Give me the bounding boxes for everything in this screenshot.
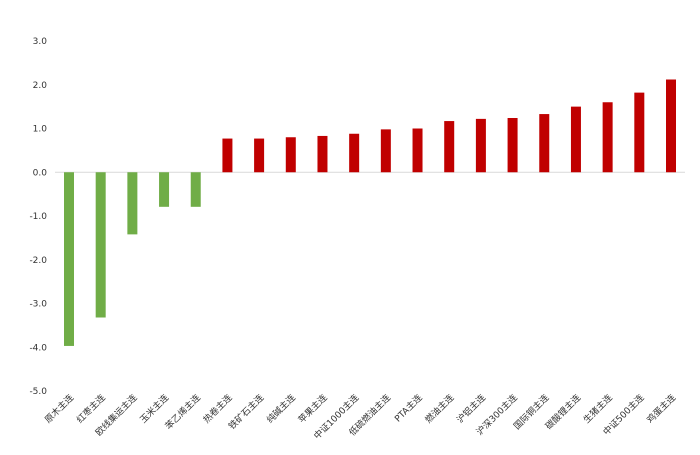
bar-17 <box>602 102 613 173</box>
y-tick-label: 1.0 <box>33 125 48 135</box>
bar-19 <box>666 79 676 173</box>
bar-15 <box>539 114 550 173</box>
bar-12 <box>444 121 455 173</box>
x-tick-label: 苹果主连 <box>296 392 330 426</box>
bar-5 <box>222 138 233 173</box>
bar-11 <box>412 128 423 173</box>
y-axis: 3.0 2.0 1.0 0.0 -1.0 -2.0 -3.0 -4.0 -5.0 <box>29 37 47 397</box>
x-tick-label: 燃油主连 <box>422 392 456 426</box>
y-tick-label: 2.0 <box>33 81 48 91</box>
bar-6 <box>254 138 265 173</box>
x-tick-label: 热卷主连 <box>201 392 235 426</box>
bar-18 <box>634 92 645 173</box>
x-tick-label: 生猪主连 <box>581 392 615 426</box>
x-tick-label: 沪铝主连 <box>454 392 488 426</box>
x-tick-label: 原木主连 <box>42 392 76 426</box>
bar-4 <box>190 172 201 207</box>
y-tick-label: -4.0 <box>29 343 47 353</box>
bar-9 <box>349 133 360 173</box>
bar-8 <box>317 135 328 173</box>
y-tick-label: 0.0 <box>33 168 48 178</box>
x-tick-label: 玉米主连 <box>137 392 171 426</box>
bar-7 <box>285 137 296 173</box>
y-tick-label: -1.0 <box>29 212 47 222</box>
bar-1 <box>95 172 106 318</box>
x-tick-label: PTA主连 <box>392 392 425 425</box>
bar-10 <box>380 129 391 173</box>
bar-16 <box>570 106 581 173</box>
bar-13 <box>475 118 486 173</box>
y-tick-label: -2.0 <box>29 256 47 266</box>
x-tick-label: 鸡蛋主连 <box>644 392 678 426</box>
bar-14 <box>507 118 518 173</box>
y-tick-label: -5.0 <box>29 387 47 397</box>
bar-2 <box>127 172 138 235</box>
bar-3 <box>159 172 170 207</box>
x-tick-label: 红枣主连 <box>74 392 108 426</box>
y-tick-label: 3.0 <box>33 37 48 47</box>
x-tick-label: 纯碱主连 <box>264 392 298 426</box>
bars-group <box>64 79 676 346</box>
y-tick-label: -3.0 <box>29 300 47 310</box>
bar-0 <box>64 172 74 346</box>
